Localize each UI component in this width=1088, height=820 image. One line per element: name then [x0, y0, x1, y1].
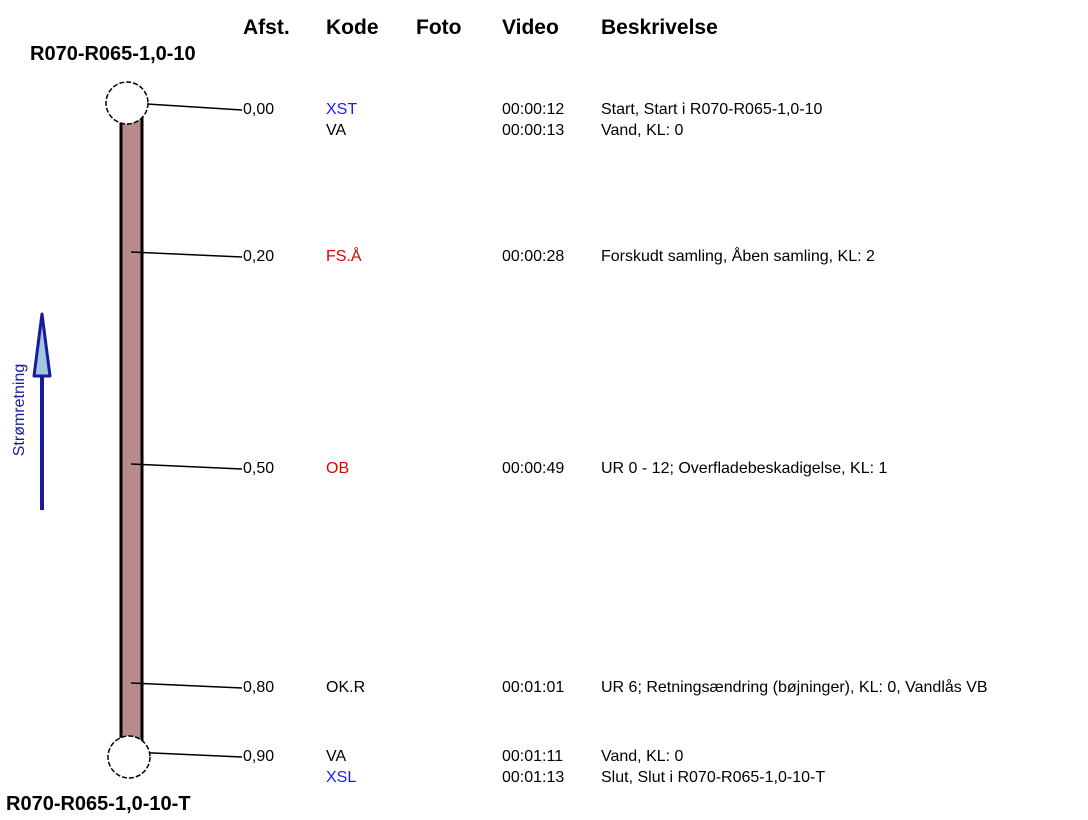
row-3-afst: 0,50 — [243, 460, 275, 477]
header-kode: Kode — [326, 16, 379, 39]
tick-line-2 — [130, 251, 243, 258]
top-manhole-label: R070-R065-1,0-10 — [30, 43, 196, 65]
row-1-video: 00:00:13 — [502, 122, 565, 139]
row-5-kode: VA — [326, 748, 347, 765]
header-beskrivelse: Beskrivelse — [601, 16, 718, 39]
row-0-afst: 0,00 — [243, 101, 275, 118]
row-2-kode: FS.Å — [326, 248, 362, 265]
top-manhole-circle — [105, 81, 149, 125]
row-4-beskrivelse: UR 6; Retningsændring (bøjninger), KL: 0… — [601, 679, 988, 696]
row-1-beskrivelse: Vand, KL: 0 — [601, 122, 684, 139]
row-0-beskrivelse: Start, Start i R070-R065-1,0-10 — [601, 101, 823, 118]
row-5-video: 00:01:11 — [502, 748, 564, 765]
row-4-kode: OK.R — [326, 679, 366, 696]
header-foto: Foto — [416, 16, 462, 39]
row-5-afst: 0,90 — [243, 748, 275, 765]
row-0-video: 00:00:12 — [502, 101, 565, 118]
bottom-manhole-label: R070-R065-1,0-10-T — [6, 793, 191, 815]
row-4-video: 00:01:01 — [502, 679, 565, 696]
tick-line-4 — [130, 682, 243, 689]
row-2-afst: 0,20 — [243, 248, 275, 265]
row-2-beskrivelse: Forskudt samling, Åben samling, KL: 2 — [601, 248, 875, 265]
tick-line-0 — [130, 102, 243, 111]
header-video: Video — [502, 16, 559, 39]
row-3-kode: OB — [326, 460, 350, 477]
tick-line-3 — [130, 463, 243, 470]
row-3-video: 00:00:49 — [502, 460, 565, 477]
row-6-kode: XSL — [326, 769, 357, 786]
row-4-afst: 0,80 — [243, 679, 275, 696]
row-5-beskrivelse: Vand, KL: 0 — [601, 748, 684, 765]
row-1-kode: VA — [326, 122, 347, 139]
row-6-beskrivelse: Slut, Slut i R070-R065-1,0-10-T — [601, 769, 826, 786]
row-6-video: 00:01:13 — [502, 769, 565, 786]
header-afst: Afst. — [243, 16, 290, 39]
row-0-kode: XST — [326, 101, 358, 118]
bottom-manhole-circle — [107, 735, 151, 779]
flow-direction-label: Strømretning — [11, 363, 28, 457]
row-2-video: 00:00:28 — [502, 248, 565, 265]
pipe-body — [119, 111, 144, 772]
flow-arrow-head — [32, 312, 52, 378]
row-3-beskrivelse: UR 0 - 12; Overfladebeskadigelse, KL: 1 — [601, 460, 888, 477]
